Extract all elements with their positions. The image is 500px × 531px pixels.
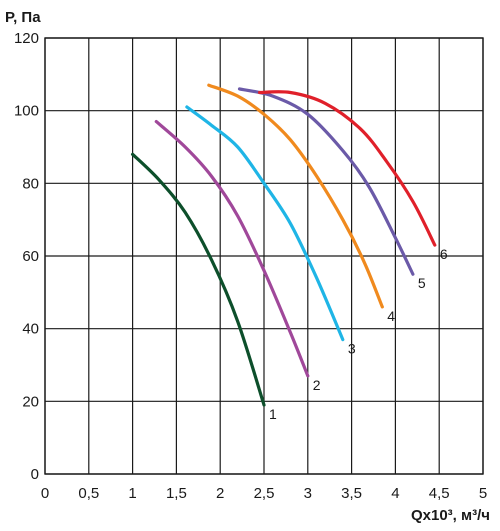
x-tick-label: 2 — [216, 485, 224, 502]
curve-label-5: 5 — [418, 275, 426, 291]
x-tick-label: 1,5 — [166, 485, 187, 502]
curve-5 — [237, 87, 415, 276]
curve-1 — [131, 152, 266, 407]
y-tick-label: 80 — [22, 175, 39, 192]
curves — [131, 83, 437, 407]
y-tick-label: 40 — [22, 321, 39, 338]
x-axis-title: Qx10³, м³/ч — [411, 507, 490, 524]
y-tick-label: 120 — [14, 30, 39, 47]
curve-6 — [258, 90, 437, 247]
x-tick-label: 3 — [304, 485, 312, 502]
y-tick-label: 60 — [22, 248, 39, 265]
plot-frame — [44, 37, 484, 475]
x-tick-label: 5 — [479, 485, 487, 502]
y-tick-label: 100 — [14, 103, 39, 120]
curve-4 — [207, 83, 384, 309]
x-tick-label: 2,5 — [254, 485, 275, 502]
y-tick-label: 0 — [31, 466, 39, 483]
x-tick-label: 0,5 — [78, 485, 99, 502]
y-tick-label: 20 — [22, 393, 39, 410]
curve-label-6: 6 — [440, 246, 448, 262]
curve-label-3: 3 — [348, 341, 356, 357]
curve-label-1: 1 — [269, 406, 277, 422]
curve-3 — [185, 105, 345, 342]
curve-2 — [154, 120, 310, 378]
x-tick-label: 0 — [41, 485, 49, 502]
x-tick-label: 1 — [128, 485, 136, 502]
grid — [44, 37, 484, 475]
x-tick-label: 4 — [391, 485, 399, 502]
y-axis-title: P, Па — [5, 9, 41, 26]
curve-label-2: 2 — [313, 377, 321, 393]
curve-labels: 1 2 3 4 56 — [269, 246, 448, 422]
x-tick-label: 3,5 — [341, 485, 362, 502]
tick-labels: 0 0,5 1 1,5 2 2,5 3 3,5 4 4,5 5 0 20 40 60 80 100 120 — [14, 30, 487, 502]
curve-label-4: 4 — [387, 308, 395, 324]
x-tick-label: 4,5 — [429, 485, 450, 502]
